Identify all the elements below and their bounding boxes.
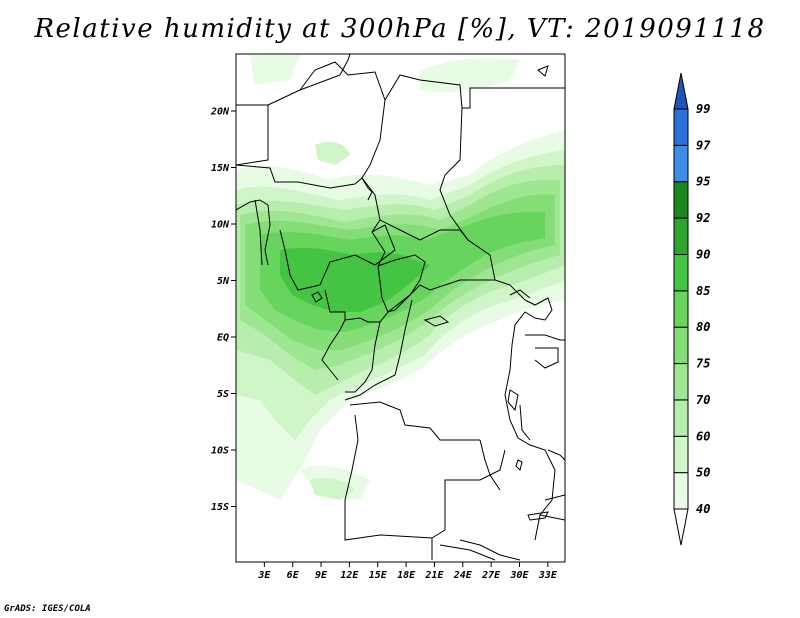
colorbar-segment [673, 472, 689, 510]
border-line [345, 321, 381, 393]
colorbar-label: 50 [696, 466, 710, 480]
border-line [479, 439, 501, 491]
colorbar-below-triangle [673, 508, 689, 546]
shading-level-85 [280, 247, 430, 312]
border-line [525, 334, 565, 341]
border-line [387, 279, 495, 313]
lon-tick-label: 18E [397, 570, 416, 581]
colorbar-segment [673, 326, 689, 365]
lake-outline [311, 291, 323, 303]
border-line [544, 494, 565, 501]
lon-tick-label: 15E [369, 570, 388, 581]
country-borders [236, 54, 565, 561]
colorbar-label: 97 [696, 138, 711, 152]
border-line [324, 289, 389, 323]
border-line [519, 404, 531, 441]
lake-outline [423, 315, 450, 327]
border-line [371, 224, 396, 266]
border-line [236, 104, 269, 166]
longitude-axis: 3E 6E 9E 12E 15E 18E 21E 24E 27E 30E 33E [257, 562, 558, 581]
colorbar-segment [673, 399, 689, 437]
border-line [384, 74, 565, 109]
colorbar-segment [673, 217, 689, 255]
border-line [379, 219, 469, 241]
lat-tick-label: 5N [217, 276, 230, 287]
lon-tick-label: 27E [481, 570, 501, 581]
border-line [439, 544, 496, 561]
border-line [254, 199, 263, 266]
lat-tick-label: 15S [211, 502, 229, 513]
border-line [321, 319, 346, 381]
lat-tick-label: 20N [210, 107, 230, 118]
lat-tick-label: EQ [217, 333, 229, 344]
latitude-axis: 20N 15N 10N 5N EQ 5S 10S 15S [210, 107, 236, 513]
colorbar: 40 50 60 70 75 80 85 90 92 95 97 99 [673, 72, 711, 546]
border-line [267, 54, 351, 106]
border-line [299, 61, 349, 91]
colorbar-segment [673, 435, 689, 474]
colorbar-segment [673, 108, 689, 146]
colorbar-segment [673, 181, 689, 219]
colorbar-label: 99 [696, 102, 710, 116]
lake-outline [515, 459, 523, 471]
colorbar-segment [673, 144, 689, 183]
border-line [236, 164, 389, 313]
colorbar-label: 75 [696, 357, 710, 371]
lon-tick-label: 3E [257, 570, 271, 581]
border-line [459, 539, 521, 561]
colorbar-label: 80 [696, 320, 710, 334]
colorbar-label: 92 [696, 211, 710, 225]
lat-tick-label: 10N [211, 220, 230, 231]
colorbar-label: 40 [696, 502, 710, 516]
border-line [347, 71, 386, 179]
border-line [349, 401, 480, 441]
lat-tick-label: 15N [211, 163, 230, 174]
grads-credit: GrADS: IGES/COLA [4, 604, 91, 614]
colorbar-label: 70 [696, 393, 710, 407]
colorbar-label: 60 [696, 429, 710, 443]
humidity-shading [236, 55, 565, 500]
lon-tick-label: 33E [538, 570, 558, 581]
border-line [236, 199, 271, 266]
map-frame [235, 53, 566, 563]
lon-tick-label: 9E [315, 570, 328, 581]
colorbar-segment [673, 253, 689, 292]
lake-outline [537, 65, 549, 77]
colorbar-segment [673, 363, 689, 401]
colorbar-above-triangle [673, 72, 689, 110]
border-line [534, 347, 559, 369]
border-line [539, 514, 565, 521]
border-line [344, 414, 433, 560]
lat-tick-label: 10S [211, 446, 229, 457]
lon-tick-label: 21E [424, 570, 444, 581]
colorbar-segment [673, 290, 689, 328]
border-line [439, 107, 526, 301]
lon-tick-label: 24E [453, 570, 473, 581]
border-line [509, 289, 531, 299]
lon-tick-label: 30E [509, 570, 529, 581]
lon-tick-label: 12E [340, 570, 359, 581]
border-line [504, 344, 556, 541]
lat-tick-label: 5S [217, 389, 229, 400]
colorbar-label: 85 [696, 284, 710, 298]
map-title: Relative humidity at 300hPa [%], VT: 201… [34, 14, 766, 44]
colorbar-label: 90 [696, 247, 710, 261]
lon-tick-label: 6E [287, 570, 300, 581]
border-line [377, 254, 426, 313]
colorbar-label: 95 [696, 175, 710, 189]
border-line [361, 177, 373, 201]
border-line [431, 449, 506, 539]
border-line [547, 449, 565, 461]
lake-outline [527, 511, 549, 521]
border-line [279, 229, 376, 291]
border-line [511, 297, 553, 346]
lake-outline [507, 389, 519, 412]
border-line [344, 299, 413, 401]
